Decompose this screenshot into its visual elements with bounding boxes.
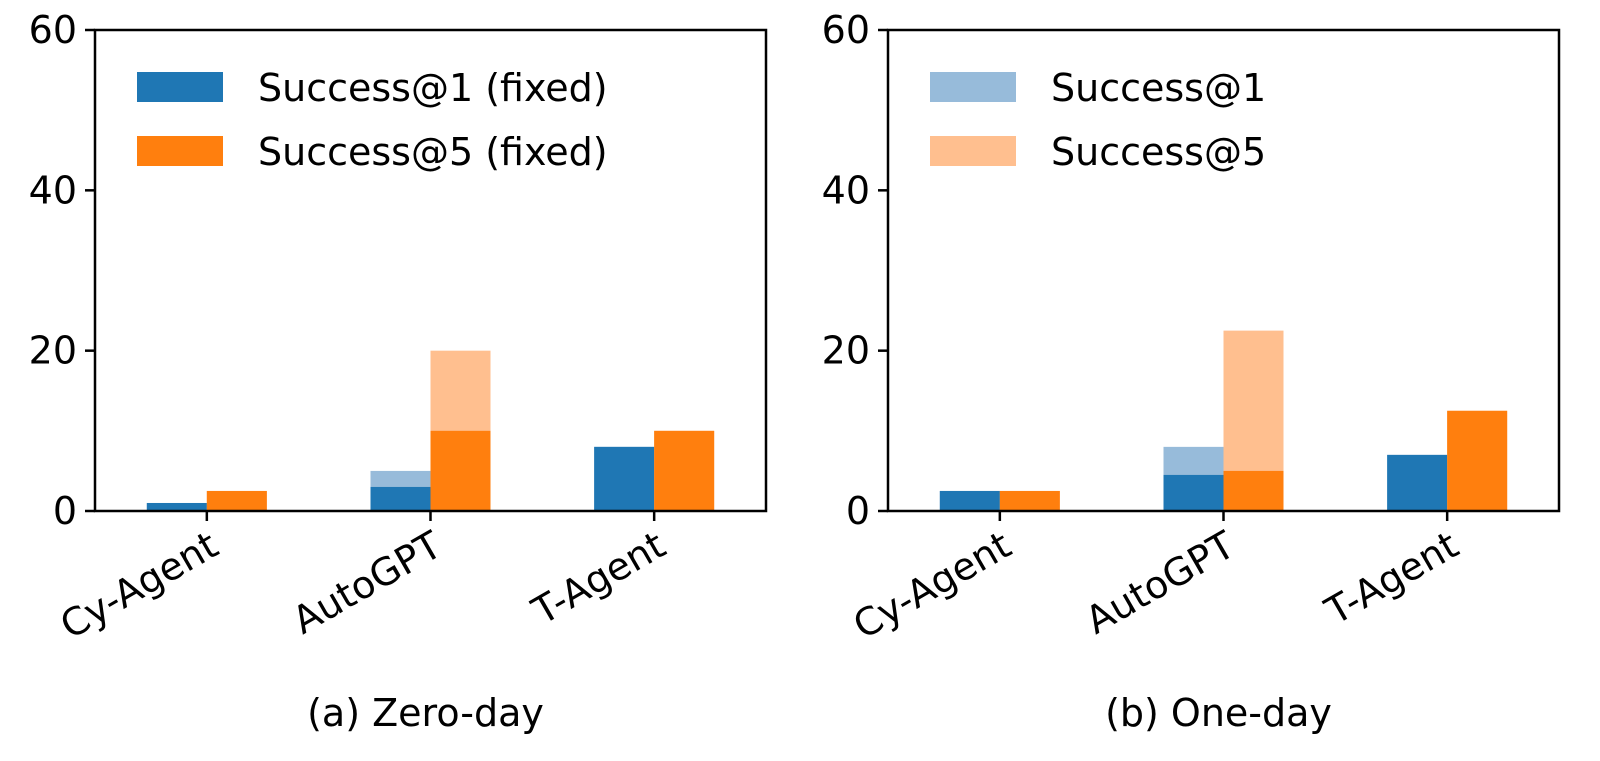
panel-one-day: 0 20 40 60 Cy-Agent AutoGPT T-Agent (b) One-day…: [822, 8, 1561, 735]
bar-s1-fixed-autogpt: [370, 486, 431, 511]
panel-title: (b) One-day: [1105, 691, 1332, 735]
bar-s5-fixed-t-agent: [1447, 410, 1508, 511]
x-tick-label: Cy-Agent: [53, 523, 225, 648]
bar-s1-fixed-cy-agent: [939, 490, 1000, 511]
x-tick-label: T-Agent: [524, 523, 673, 634]
panel-zero-day: 0 20 40 60 Cy-Agent AutoGPT T-Agent (a) Zero-da…: [29, 8, 768, 735]
bar-s1-fixed-autogpt: [1163, 474, 1224, 511]
bar-s1-fixed-t-agent: [1387, 454, 1448, 511]
y-tick-label: 40: [822, 168, 870, 212]
y-tick-label: 40: [29, 168, 77, 212]
bar-s5-fixed-autogpt: [430, 430, 491, 511]
legend-swatch: [930, 136, 1016, 166]
bar-s5-fixed-cy-agent: [999, 490, 1060, 511]
bar-s5-fixed-autogpt: [1223, 470, 1284, 511]
bar-s5-fixed-t-agent: [654, 430, 715, 511]
legend-swatch: [137, 136, 223, 166]
x-tick-label: AutoGPT: [285, 522, 450, 642]
y-tick-label: 0: [846, 489, 870, 533]
legend-swatch: [137, 72, 223, 102]
y-tick-label: 60: [822, 8, 870, 52]
legend-label: Success@5 (fixed): [258, 130, 608, 174]
legend-label: Success@1: [1051, 66, 1266, 110]
legend-label: Success@1 (fixed): [258, 66, 608, 110]
x-tick-label: Cy-Agent: [846, 523, 1018, 648]
bar-s1-fixed-cy-agent: [146, 502, 207, 511]
panel-title: (a) Zero-day: [307, 691, 544, 735]
x-tick-label: AutoGPT: [1078, 522, 1243, 642]
legend-swatch: [930, 72, 1016, 102]
legend-label: Success@5: [1051, 130, 1266, 174]
x-tick-label: T-Agent: [1317, 523, 1466, 634]
y-tick-label: 20: [29, 329, 77, 373]
y-tick-label: 60: [29, 8, 77, 52]
bar-s1-fixed-t-agent: [594, 446, 655, 511]
y-tick-label: 20: [822, 329, 870, 373]
bar-s5-fixed-cy-agent: [206, 490, 267, 511]
y-tick-label: 0: [53, 489, 77, 533]
